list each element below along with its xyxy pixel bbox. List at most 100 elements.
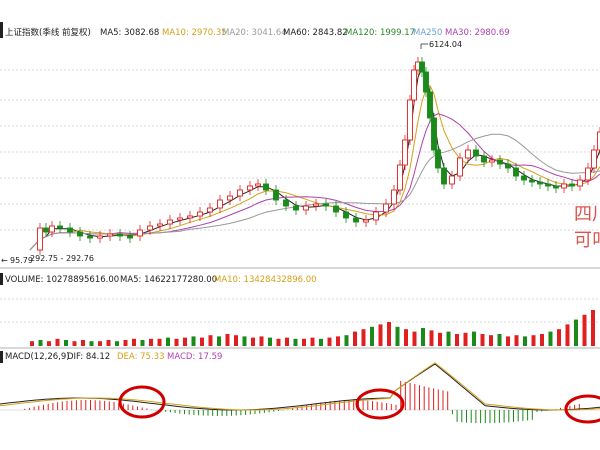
candle-body (273, 189, 279, 201)
volume-bar (540, 334, 544, 346)
ma120-label: MA120: 1999.17 (345, 28, 415, 38)
volume-bar (225, 334, 230, 346)
volume-bar (310, 337, 315, 346)
candle-body (383, 203, 389, 213)
volume-bar (319, 338, 323, 346)
ma10-label: MA10: 2970.35 (162, 28, 227, 38)
candle-body (303, 205, 309, 211)
candle-body (521, 175, 527, 181)
volume-bar (259, 336, 264, 346)
panel-handle-icon[interactable] (0, 273, 3, 285)
macd-value-label: MACD: 17.59 (167, 352, 222, 362)
volume-bar (115, 341, 119, 346)
volume-bar (217, 336, 221, 346)
candle-body (127, 235, 133, 239)
candle-body (427, 91, 433, 119)
candle-body (217, 199, 223, 209)
volume-bar (480, 334, 485, 346)
candle-body (227, 195, 233, 201)
volume-bar (38, 340, 43, 346)
candle-body (449, 175, 455, 185)
volume-bar (506, 336, 510, 346)
price-panel: 上证指数(季线 前复权) MA5: 3082.68 MA10: 2970.35 … (0, 22, 600, 265)
candle-body (481, 155, 487, 163)
volume-bar (497, 334, 502, 346)
candle-body (397, 164, 403, 191)
candle-body (57, 225, 63, 229)
candle-body (391, 189, 397, 205)
candle-body (373, 211, 379, 221)
panel-handle-icon[interactable] (0, 22, 3, 38)
ma30-label: MA30: 2980.69 (445, 28, 510, 38)
volume-bar (421, 328, 425, 346)
low-price-label: 95.79 (10, 256, 33, 265)
volume-bar (438, 332, 442, 346)
candle-body (585, 167, 591, 181)
candle-body (87, 235, 93, 239)
candle-body (489, 159, 495, 163)
candle-body (435, 149, 441, 169)
volume-bar (166, 337, 170, 346)
volume-bar (47, 341, 51, 346)
candle-body (43, 227, 49, 233)
candle-body (37, 227, 43, 251)
volume-bar (353, 331, 357, 346)
candle-body (465, 149, 471, 159)
volume-bar (140, 340, 145, 346)
candle-body (207, 207, 213, 213)
candle-body (49, 225, 55, 233)
macd-params-label: MACD(12,26,9) (5, 352, 70, 362)
panel-handle-icon[interactable] (0, 351, 3, 363)
volume-bar (446, 331, 451, 346)
volume-bar (523, 336, 527, 346)
price-panel-title[interactable]: 上证指数(季线 前复权) (5, 27, 91, 38)
volume-bar (565, 324, 570, 346)
candle-body (545, 183, 551, 187)
candle-body (197, 211, 203, 217)
candle-body (157, 223, 163, 227)
volume-bar (72, 341, 77, 346)
volume-bar (489, 335, 493, 346)
volume-bar (149, 338, 153, 346)
candle-body (407, 99, 413, 141)
volume-bar (302, 338, 306, 346)
high-price-label: 6124.04 (429, 40, 462, 49)
volume-bar (200, 337, 204, 346)
low-arrow-icon: ← (1, 256, 8, 265)
volume-ma5-label: MA5: 14622177280.00 (120, 275, 217, 285)
highlight-circle (355, 388, 405, 420)
macd-panel: MACD(12,26,9) DIF: 84.12 DEA: 75.33 MACD… (0, 351, 600, 424)
candle-body (591, 149, 597, 169)
volume-bar (395, 326, 400, 346)
candle-body (537, 181, 543, 185)
candle-body (263, 183, 269, 191)
volume-bar (183, 337, 187, 346)
volume-bar (293, 338, 298, 346)
candle-body (513, 167, 519, 177)
candle-body (497, 159, 503, 165)
volume-bar (404, 329, 408, 346)
candle-body (167, 219, 173, 225)
candle-body (423, 71, 429, 93)
candle-body (402, 139, 408, 166)
candlestick-series (37, 57, 600, 255)
volume-bar (276, 338, 281, 346)
volume-bar (429, 330, 434, 346)
volume-bar (344, 335, 349, 346)
volume-bar (548, 331, 553, 346)
volume-panel: VOLUME: 10278895616.00 MA5: 14622177280.… (0, 273, 600, 346)
volume-bar (285, 337, 289, 346)
candle-body (255, 183, 261, 187)
volume-bar (191, 336, 196, 346)
dea-label: DEA: 75.33 (117, 352, 164, 362)
volume-bar (174, 338, 179, 346)
volume-bar (132, 338, 136, 346)
candle-body (293, 205, 299, 211)
volume-bar (106, 340, 111, 346)
volume-bar (234, 335, 238, 346)
volume-bar (64, 340, 68, 346)
moving-average-line (29, 66, 600, 251)
candle-body (561, 183, 567, 189)
candle-body (107, 233, 113, 237)
